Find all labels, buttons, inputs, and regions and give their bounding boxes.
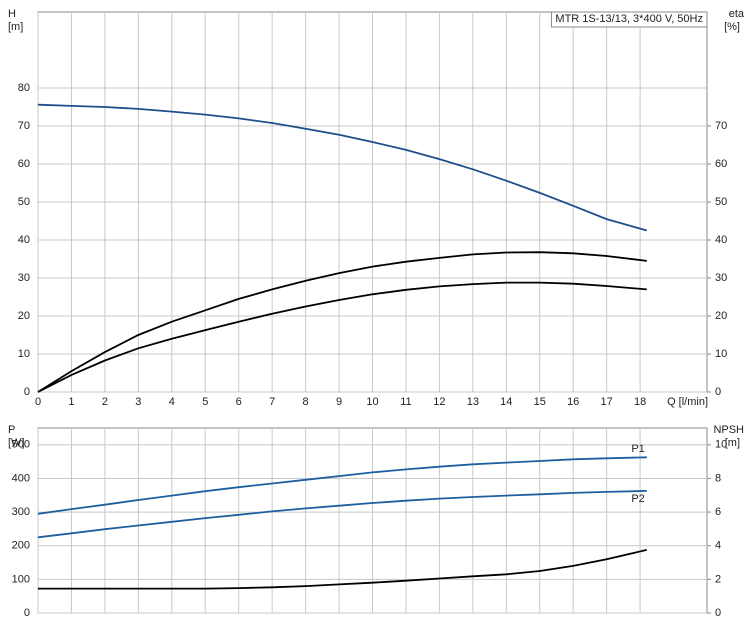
- y-tick-label: 0: [24, 607, 30, 619]
- y2-axis-label: NPSH: [713, 424, 744, 436]
- y-tick-label: 100: [12, 573, 30, 585]
- x-axis-label: Q [l/min]: [667, 396, 708, 408]
- x-tick-label: 15: [534, 396, 546, 408]
- y-tick-label: 50: [18, 196, 30, 208]
- y-tick-label: 20: [18, 310, 30, 322]
- series-line: [37, 490, 647, 539]
- y-tick-label: 70: [18, 120, 30, 132]
- x-tick-label: 7: [269, 396, 275, 408]
- x-tick-label: 0: [35, 396, 41, 408]
- y-tick-label: 10: [18, 348, 30, 360]
- series-line: [37, 456, 647, 515]
- y2-tick-label: 0: [715, 386, 721, 398]
- y-tick-label: 80: [18, 82, 30, 94]
- series-line: [38, 549, 648, 590]
- y2-tick-label: 20: [715, 310, 727, 322]
- x-tick-label: 4: [169, 396, 175, 408]
- y2-tick-label: 0: [715, 607, 721, 619]
- y2-tick-label: 10: [715, 439, 727, 451]
- y-tick-label: 0: [24, 386, 30, 398]
- chart-title: MTR 1S-13/13, 3*400 V, 50Hz: [555, 13, 703, 25]
- x-tick-label: 1: [68, 396, 74, 408]
- x-tick-label: 6: [236, 396, 242, 408]
- x-tick-label: 14: [500, 396, 512, 408]
- y-tick-label: 500: [12, 439, 30, 451]
- y2-tick-label: 6: [715, 506, 721, 518]
- x-tick-label: 3: [135, 396, 141, 408]
- y2-tick-label: 4: [715, 540, 721, 552]
- y2-axis-unit: [m]: [725, 437, 740, 449]
- y-axis-unit: [W]: [8, 437, 25, 449]
- y-tick-label: 300: [12, 506, 30, 518]
- y-tick-label: 30: [18, 272, 30, 284]
- y2-tick-label: 30: [715, 272, 727, 284]
- x-tick-label: 10: [366, 396, 378, 408]
- x-tick-label: 8: [303, 396, 309, 408]
- y2-tick-label: 60: [715, 158, 727, 170]
- y2-tick-label: 70: [715, 120, 727, 132]
- y2-tick-label: 8: [715, 472, 721, 484]
- y2-tick-label: 50: [715, 196, 727, 208]
- y2-tick-label: 2: [715, 573, 721, 585]
- x-tick-label: 17: [601, 396, 613, 408]
- series-line: [37, 103, 648, 232]
- title-box: [550, 11, 708, 28]
- x-tick-label: 13: [467, 396, 479, 408]
- y-tick-label: 200: [12, 540, 30, 552]
- x-tick-label: 2: [102, 396, 108, 408]
- x-tick-label: 5: [202, 396, 208, 408]
- series-label: P1: [631, 443, 644, 455]
- y-tick-label: 40: [18, 234, 30, 246]
- y-axis-unit: [m]: [8, 21, 23, 33]
- y2-tick-label: 40: [715, 234, 727, 246]
- y2-tick-label: 10: [715, 348, 727, 360]
- x-tick-label: 12: [433, 396, 445, 408]
- y-axis-label: P: [8, 424, 15, 436]
- series-label: P2: [631, 493, 644, 505]
- x-tick-label: 9: [336, 396, 342, 408]
- y2-axis-unit: [%]: [724, 21, 740, 33]
- series-line: [37, 281, 647, 393]
- x-tick-label: 18: [634, 396, 646, 408]
- series-line: [37, 251, 647, 393]
- y-tick-label: 60: [18, 158, 30, 170]
- y-axis-label: H: [8, 8, 16, 20]
- x-tick-label: 11: [400, 396, 411, 408]
- y2-axis-label: eta: [729, 8, 745, 20]
- y-tick-label: 400: [12, 472, 30, 484]
- x-tick-label: 16: [567, 396, 579, 408]
